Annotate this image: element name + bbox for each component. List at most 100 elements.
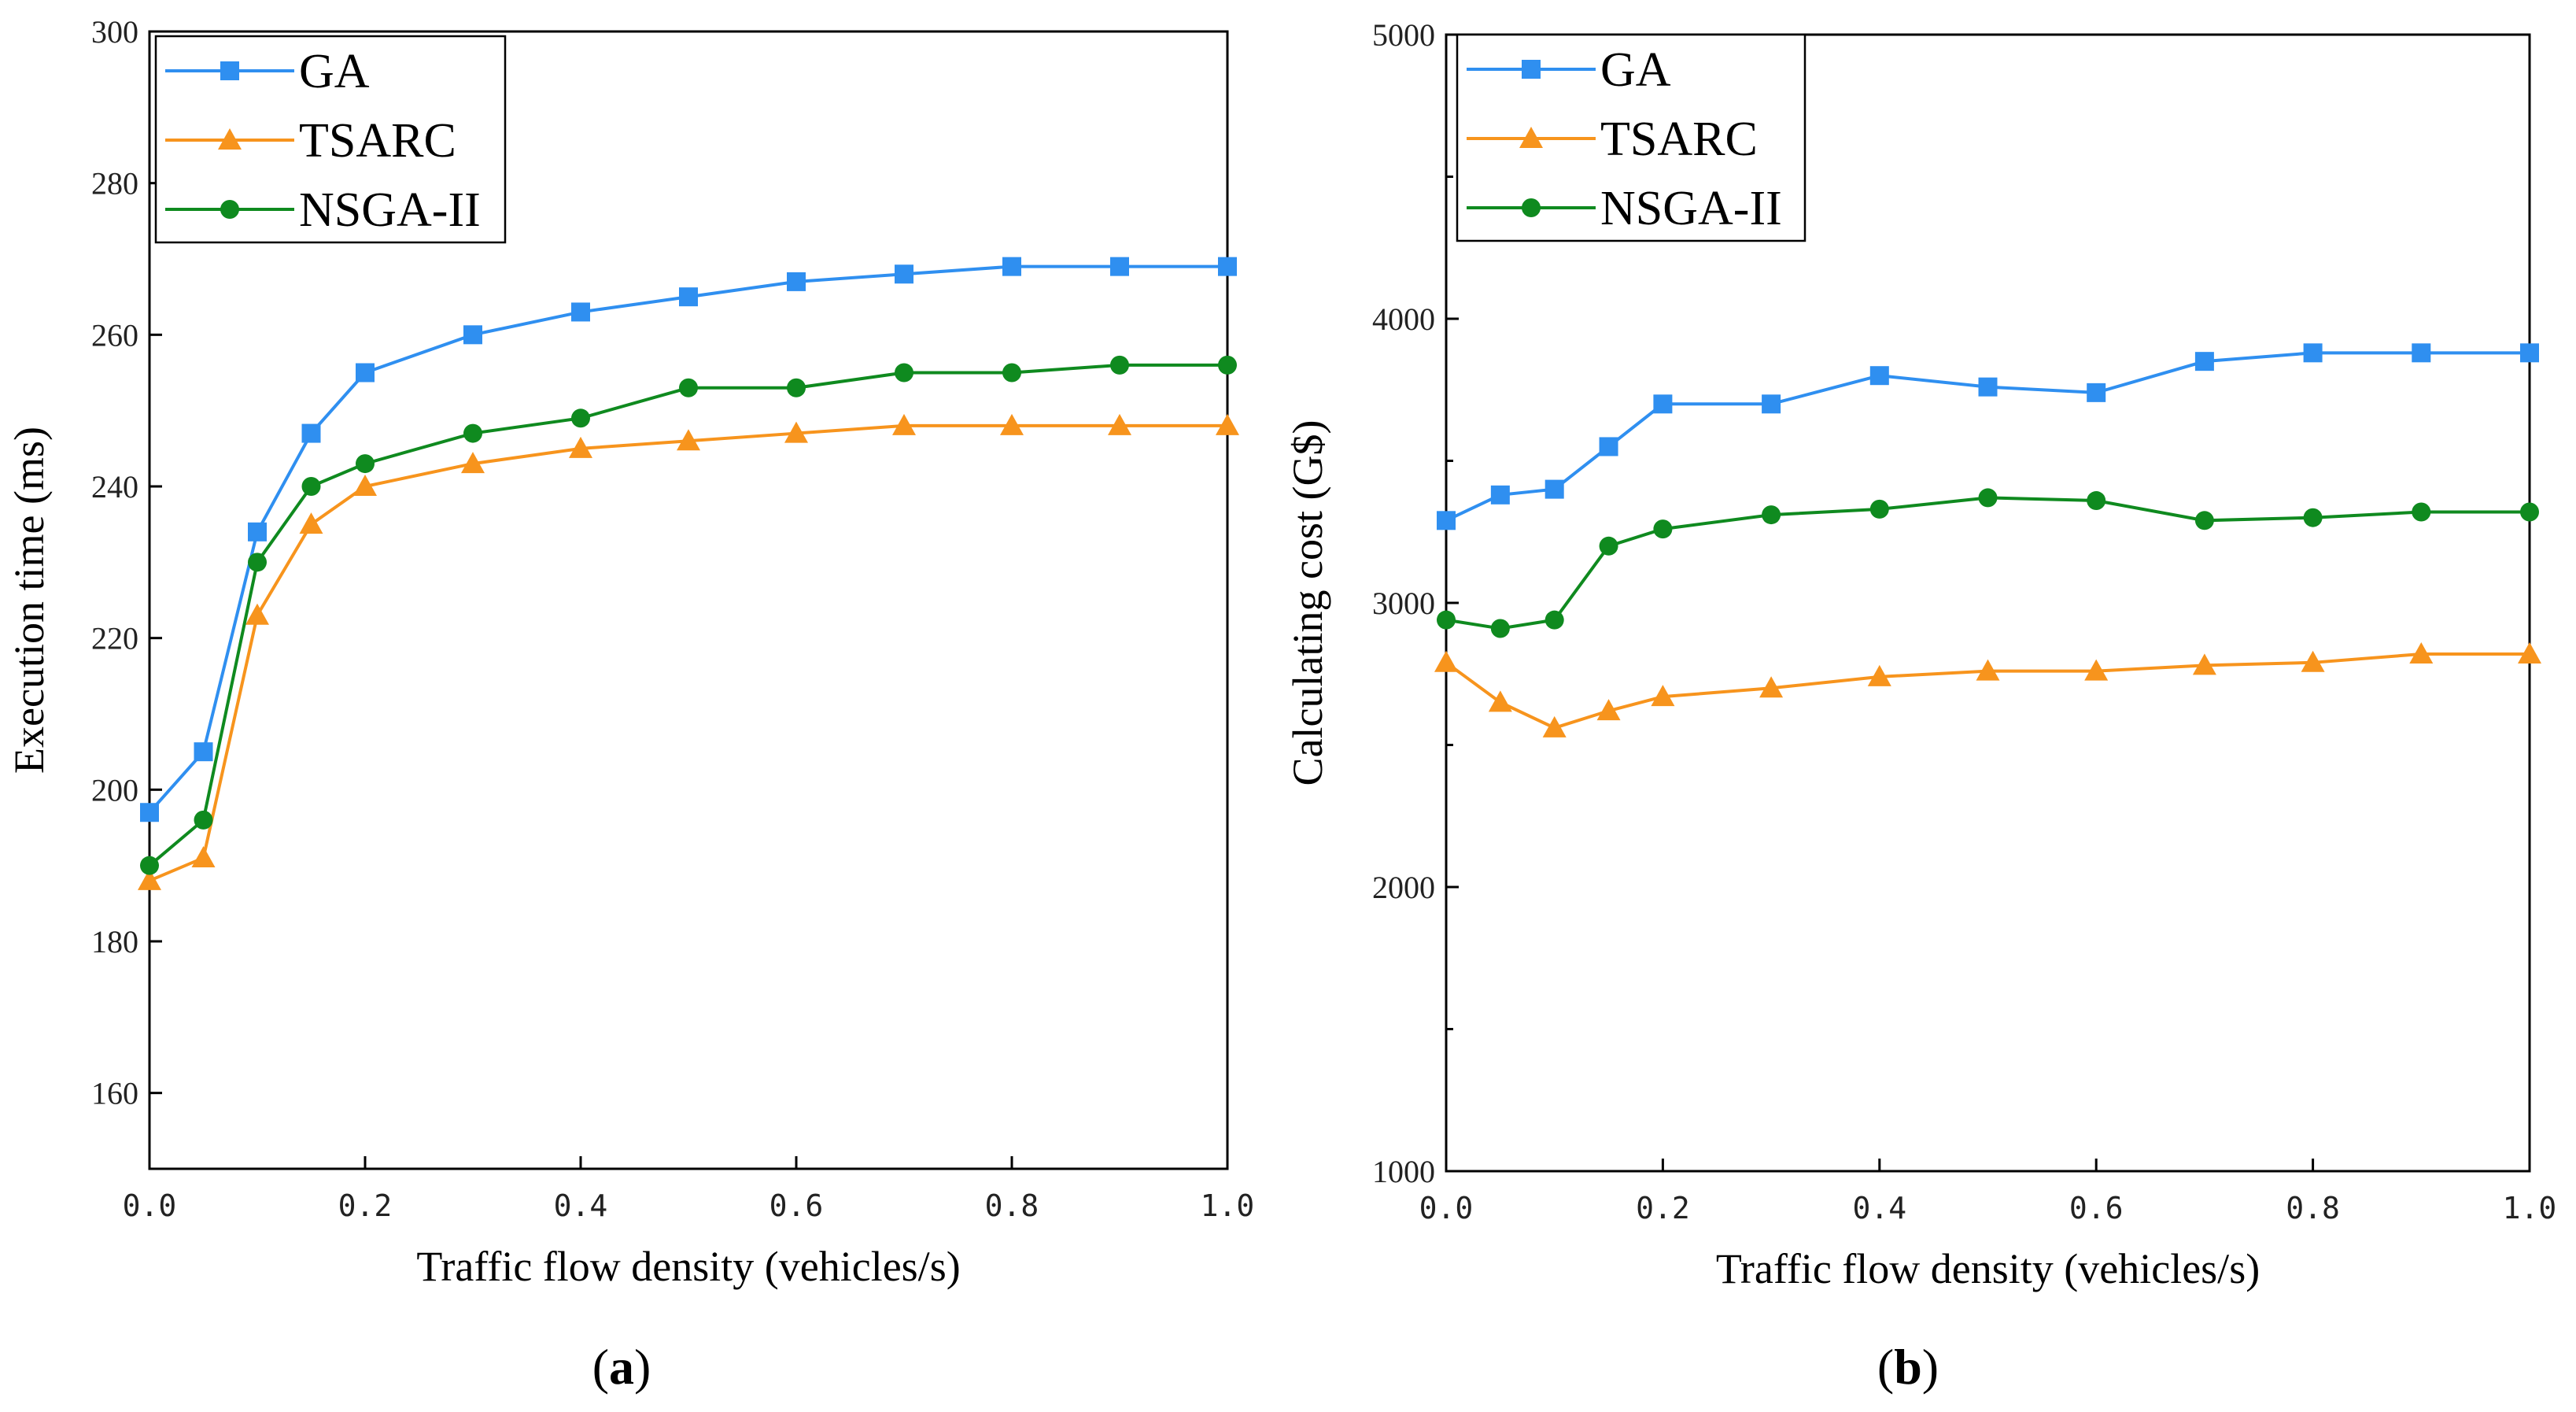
data-point-tsarc xyxy=(2192,653,2216,675)
data-point-nsga-ii xyxy=(1544,610,1564,630)
data-point-ga xyxy=(1437,511,1456,530)
data-point-tsarc xyxy=(1216,413,1239,435)
data-point-nsga-ii xyxy=(2520,502,2539,522)
data-point-tsarc xyxy=(461,452,485,474)
data-point-ga xyxy=(1762,394,1781,414)
chart-b: 1000 2000 3000 4000 5000 0.0 0.2 0.4 0.6 0.8 1.0 Tr… xyxy=(1284,17,2556,1395)
data-point-tsarc xyxy=(569,436,592,458)
data-point-nsga-ii xyxy=(1653,519,1673,539)
series-nsga-ii xyxy=(140,355,1237,875)
y-tick-label: 220 xyxy=(91,621,138,656)
data-point-ga xyxy=(571,302,590,322)
legend-entry-tsarc: TSARC xyxy=(1600,113,1758,166)
legend-marker xyxy=(1522,198,1541,217)
data-point-nsga-ii xyxy=(1978,488,1998,508)
data-point-nsga-ii xyxy=(1437,610,1456,630)
data-point-tsarc xyxy=(784,421,808,443)
x-tick-label: 0.2 xyxy=(338,1188,393,1223)
data-point-ga xyxy=(1599,437,1618,456)
x-tick-label: 0.0 xyxy=(123,1188,177,1223)
x-tick-label: 0.0 xyxy=(1419,1191,1474,1225)
legend-marker xyxy=(218,128,242,150)
y-tick-label: 240 xyxy=(91,469,138,505)
data-point-ga xyxy=(248,522,267,542)
x-tick-label: 0.6 xyxy=(2069,1191,2124,1225)
legend-entry-ga: GA xyxy=(299,45,370,98)
data-point-nsga-ii xyxy=(1218,355,1237,375)
data-point-ga xyxy=(2303,343,2323,363)
x-tick-label: 0.4 xyxy=(1852,1191,1906,1225)
data-point-nsga-ii xyxy=(1599,536,1618,556)
data-point-ga xyxy=(1002,257,1021,276)
subfigure-caption-b: (b) xyxy=(1877,1339,1939,1395)
y-tick-label: 180 xyxy=(91,924,138,959)
data-point-nsga-ii xyxy=(1002,363,1021,383)
legend-entry-nsga-ii: NSGA-II xyxy=(1600,182,1782,235)
data-point-nsga-ii xyxy=(895,363,913,383)
y-axis-label: Execution time (ms) xyxy=(6,427,53,774)
data-point-tsarc xyxy=(138,868,161,890)
legend: GA TSARC NSGA-II xyxy=(1456,33,1807,242)
data-point-nsga-ii xyxy=(356,454,375,474)
data-point-tsarc xyxy=(1000,413,1024,435)
data-point-tsarc xyxy=(2409,641,2434,663)
x-tick-label: 0.4 xyxy=(554,1188,608,1223)
data-point-nsga-ii xyxy=(463,423,482,443)
y-tick-label: 280 xyxy=(91,166,138,201)
y-tick-label: 2000 xyxy=(1372,870,1435,905)
data-point-ga xyxy=(1490,485,1510,505)
data-point-tsarc xyxy=(2518,641,2541,663)
data-point-ga xyxy=(2412,343,2431,363)
data-point-tsarc xyxy=(892,413,916,435)
data-point-ga xyxy=(1653,394,1673,414)
legend-entry-ga: GA xyxy=(1600,43,1671,97)
chart-a: 160 180 200 220 240 260 280 300 0.0 0.2 0.4 0.6 0.8 1… xyxy=(6,14,1254,1395)
data-point-nsga-ii xyxy=(301,477,321,496)
data-point-ga xyxy=(1869,366,1889,386)
data-point-nsga-ii xyxy=(2194,511,2214,530)
data-point-tsarc xyxy=(1759,676,1784,698)
data-point-ga xyxy=(1978,377,1998,397)
legend-entry-tsarc: TSARC xyxy=(299,114,456,168)
series-tsarc xyxy=(138,413,1239,890)
data-point-ga xyxy=(2087,383,2106,402)
data-point-ga xyxy=(895,264,913,284)
y-tick-label: 260 xyxy=(91,317,138,353)
data-point-ga xyxy=(1110,257,1129,276)
subfigure-caption-a: (a) xyxy=(592,1339,651,1395)
y-tick-label: 300 xyxy=(91,14,138,50)
data-point-ga xyxy=(1218,257,1237,276)
data-point-ga xyxy=(140,803,159,822)
y-tick-label: 4000 xyxy=(1372,301,1435,337)
data-point-ga xyxy=(787,272,806,291)
data-point-tsarc xyxy=(677,429,700,451)
data-point-ga xyxy=(2194,352,2214,371)
data-point-tsarc xyxy=(299,512,323,534)
data-point-nsga-ii xyxy=(2087,491,2106,511)
x-tick-label: 0.8 xyxy=(2286,1191,2340,1225)
data-point-nsga-ii xyxy=(1110,355,1129,375)
legend-marker xyxy=(220,61,239,80)
data-point-ga xyxy=(356,363,375,383)
data-point-tsarc xyxy=(1867,664,1891,686)
data-point-nsga-ii xyxy=(787,378,806,397)
data-point-tsarc xyxy=(1434,650,1458,672)
legend-marker xyxy=(1519,127,1543,148)
series-nsga-ii xyxy=(1437,488,2539,638)
legend-marker xyxy=(1522,60,1541,79)
series-tsarc xyxy=(1434,641,2541,737)
y-tick-label: 200 xyxy=(91,772,138,808)
data-point-tsarc xyxy=(1596,699,1621,721)
data-point-tsarc xyxy=(191,846,216,868)
series-line-nsga-ii xyxy=(1445,496,2530,630)
data-point-nsga-ii xyxy=(1762,505,1781,525)
y-axis-label: Calculating cost (G$) xyxy=(1284,420,1331,786)
data-point-ga xyxy=(194,742,213,762)
data-point-tsarc xyxy=(1542,715,1567,737)
series-line-ga xyxy=(148,264,1227,814)
data-point-nsga-ii xyxy=(679,378,698,397)
data-point-tsarc xyxy=(1976,659,2000,681)
data-point-ga xyxy=(1544,479,1564,499)
data-point-nsga-ii xyxy=(140,856,159,875)
